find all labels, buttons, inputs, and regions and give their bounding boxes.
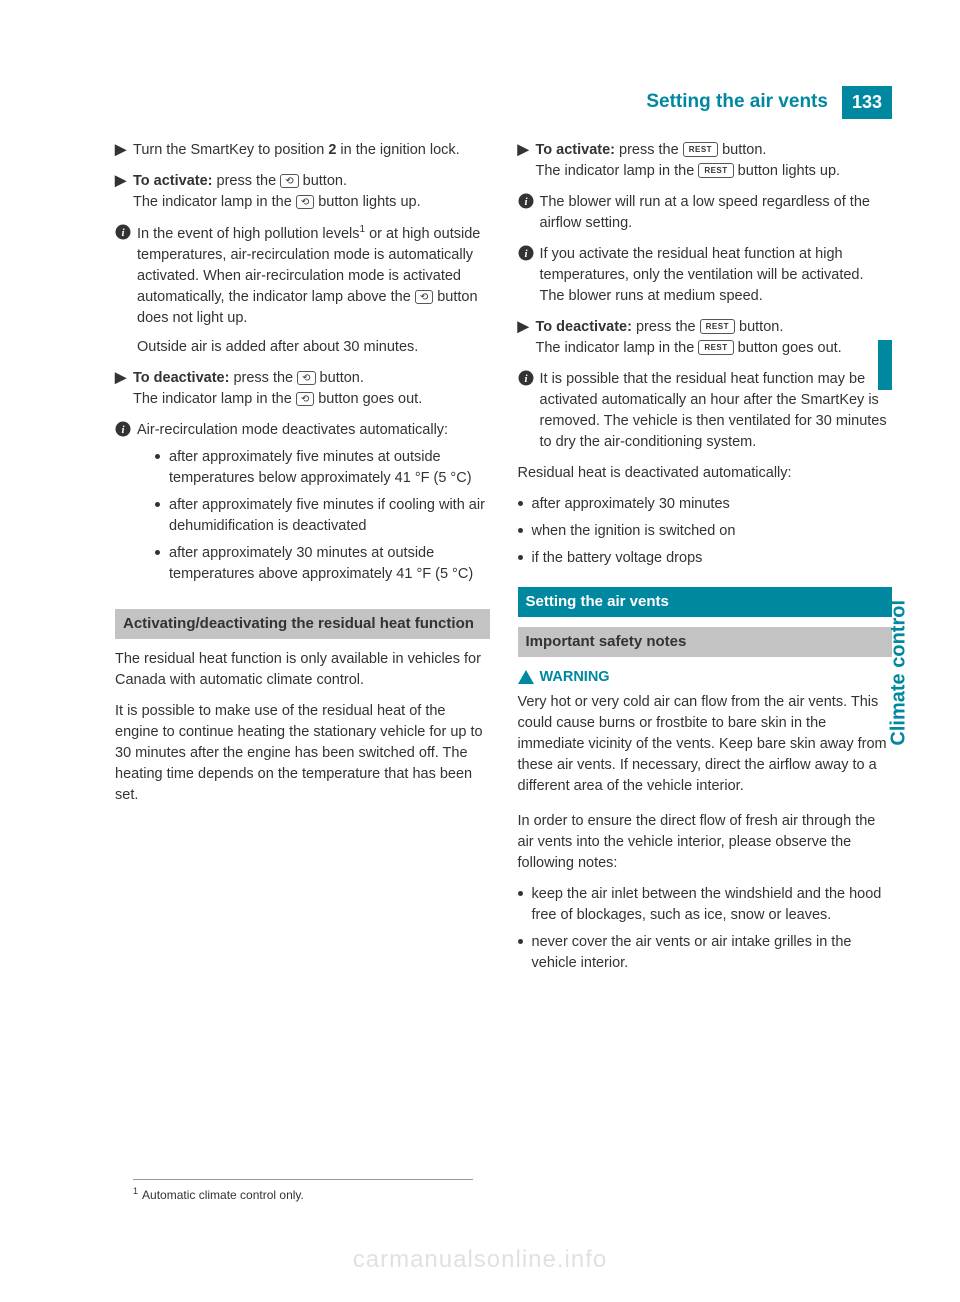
recirc-icon: ⟲ xyxy=(297,371,315,385)
side-section-label: Climate control xyxy=(888,600,911,746)
left-column: ▶ Turn the SmartKey to position 2 in the… xyxy=(115,140,490,980)
step-text: To activate: press the ⟲ button. The ind… xyxy=(133,171,490,213)
step-text: Turn the SmartKey to position 2 in the i… xyxy=(133,140,490,161)
step-marker-icon: ▶ xyxy=(115,140,133,161)
rest-icon: REST xyxy=(683,142,718,157)
section-heading-primary: Setting the air vents xyxy=(518,587,893,617)
info-text: It is possible that the residual heat fu… xyxy=(540,369,893,453)
side-tab-accent xyxy=(878,340,892,390)
info-note: i In the event of high pollution levels1… xyxy=(115,223,490,358)
step-item: ▶ To activate: press the ⟲ button. The i… xyxy=(115,171,490,213)
step-marker-icon: ▶ xyxy=(518,140,536,182)
paragraph: In order to ensure the direct flow of fr… xyxy=(518,811,893,874)
bullet-list: after approximately 30 minutes when the … xyxy=(518,494,893,569)
list-item: keep the air inlet between the windshiel… xyxy=(518,884,893,926)
info-text: Air-recirculation mode deactivates autom… xyxy=(137,420,490,591)
step-item: ▶ Turn the SmartKey to position 2 in the… xyxy=(115,140,490,161)
list-item: after approximately 30 minutes xyxy=(518,494,893,515)
rest-icon: REST xyxy=(700,319,735,334)
rest-icon: REST xyxy=(698,340,733,355)
watermark: carmanualsonline.info xyxy=(0,1246,960,1274)
info-icon: i xyxy=(518,245,538,261)
info-icon: i xyxy=(518,193,538,209)
info-text: In the event of high pollution levels1 o… xyxy=(137,223,490,358)
header-title: Setting the air vents xyxy=(632,85,842,119)
warning-label: WARNING xyxy=(540,667,610,688)
list-item: when the ignition is switched on xyxy=(518,521,893,542)
section-heading: Activating/deactivating the residual hea… xyxy=(115,609,490,639)
info-icon: i xyxy=(518,370,538,386)
page-header: Setting the air vents 133 xyxy=(632,85,892,119)
list-item: if the battery voltage drops xyxy=(518,548,893,569)
info-note: i Air-recirculation mode deactivates aut… xyxy=(115,420,490,591)
recirc-icon: ⟲ xyxy=(280,174,298,188)
rest-icon: REST xyxy=(698,163,733,178)
footnote: 1Automatic climate control only. xyxy=(133,1179,473,1202)
recirc-icon: ⟲ xyxy=(415,290,433,304)
page-number: 133 xyxy=(842,86,892,119)
paragraph: Residual heat is deactivated automatical… xyxy=(518,463,893,484)
info-note: i It is possible that the residual heat … xyxy=(518,369,893,453)
step-text: To deactivate: press the REST button. Th… xyxy=(536,317,893,359)
info-icon: i xyxy=(115,224,135,240)
info-text: If you activate the residual heat functi… xyxy=(540,244,893,307)
info-note: i The blower will run at a low speed reg… xyxy=(518,192,893,234)
paragraph: The residual heat function is only avail… xyxy=(115,649,490,691)
info-text: The blower will run at a low speed regar… xyxy=(540,192,893,234)
step-marker-icon: ▶ xyxy=(115,171,133,213)
paragraph: It is possible to make use of the residu… xyxy=(115,701,490,806)
step-text: To deactivate: press the ⟲ button. The i… xyxy=(133,368,490,410)
list-item: never cover the air vents or air intake … xyxy=(518,932,893,974)
warning-triangle-icon xyxy=(518,670,534,684)
content-columns: ▶ Turn the SmartKey to position 2 in the… xyxy=(115,140,892,980)
bullet-list: keep the air inlet between the windshiel… xyxy=(518,884,893,974)
list-item: after approximately five minutes if cool… xyxy=(155,495,490,537)
step-text: To activate: press the REST button. The … xyxy=(536,140,893,182)
warning-heading: WARNING xyxy=(518,667,893,688)
step-item: ▶ To deactivate: press the REST button. … xyxy=(518,317,893,359)
list-item: after approximately 30 minutes at outsid… xyxy=(155,543,490,585)
recirc-icon: ⟲ xyxy=(296,195,314,209)
info-icon: i xyxy=(115,421,135,437)
step-item: ▶ To activate: press the REST button. Th… xyxy=(518,140,893,182)
bullet-list: after approximately five minutes at outs… xyxy=(137,447,490,585)
right-column: ▶ To activate: press the REST button. Th… xyxy=(518,140,893,980)
recirc-icon: ⟲ xyxy=(296,392,314,406)
warning-text: Very hot or very cold air can flow from … xyxy=(518,692,893,797)
list-item: after approximately five minutes at outs… xyxy=(155,447,490,489)
section-heading: Important safety notes xyxy=(518,627,893,657)
info-note: i If you activate the residual heat func… xyxy=(518,244,893,307)
step-marker-icon: ▶ xyxy=(115,368,133,410)
step-item: ▶ To deactivate: press the ⟲ button. The… xyxy=(115,368,490,410)
step-marker-icon: ▶ xyxy=(518,317,536,359)
